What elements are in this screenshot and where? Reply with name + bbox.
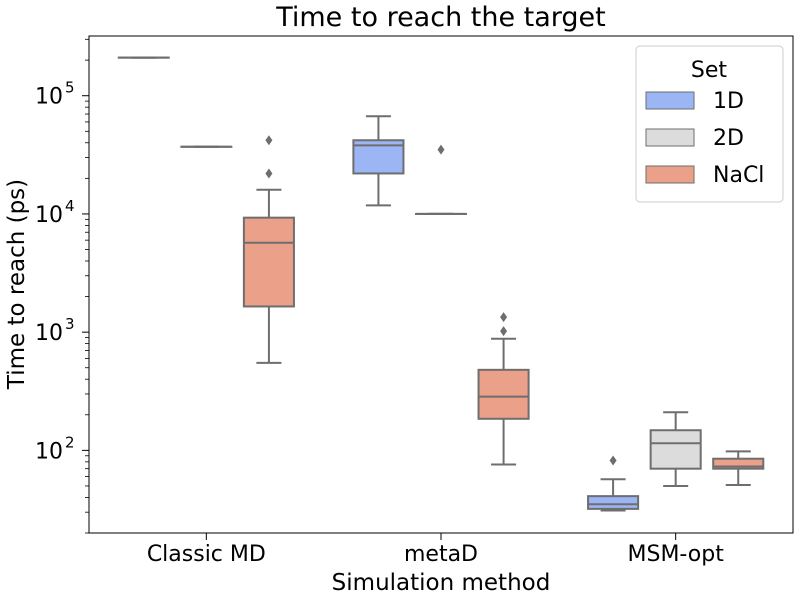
y-tick-label-exponent: 2 — [65, 433, 75, 451]
x-tick-label: metaD — [404, 542, 478, 567]
legend-label-nacl: NaCl — [713, 163, 764, 188]
legend-swatch-nacl — [645, 165, 695, 184]
x-axis: Classic MD metaD MSM-opt — [147, 533, 724, 567]
y-tick-label: 10 — [35, 203, 63, 228]
y-tick-label: 10 — [35, 321, 63, 346]
box-flier-point — [609, 455, 617, 466]
box-2d — [649, 429, 702, 470]
x-tick-label: Classic MD — [147, 542, 266, 567]
box-nacl — [477, 368, 530, 420]
legend-swatch-2d — [645, 128, 695, 147]
box-flier-point — [265, 135, 273, 146]
box-flier-point — [500, 326, 508, 337]
box-1d — [587, 495, 640, 510]
box-flier-point — [437, 144, 445, 155]
y-tick-label: 10 — [35, 439, 63, 464]
legend-frame — [635, 45, 784, 203]
chart-title: Time to reach the target — [275, 2, 606, 33]
box-nacl — [712, 457, 765, 470]
box-nacl — [242, 216, 295, 308]
legend-swatch-1d — [645, 91, 695, 110]
y-tick-label: 10 — [35, 85, 63, 110]
y-tick-label-exponent: 5 — [65, 79, 75, 97]
x-axis-label: Simulation method — [332, 570, 551, 596]
box-flier-point — [500, 312, 508, 323]
x-tick-label: MSM-opt — [628, 542, 725, 567]
y-tick-label-exponent: 3 — [65, 315, 75, 333]
plot-area — [117, 56, 765, 512]
legend-title: Set — [691, 58, 728, 83]
box-flier-point — [265, 168, 273, 179]
y-tick-label-exponent: 4 — [65, 197, 75, 215]
legend-label-1d: 1D — [713, 89, 744, 114]
legend-label-2d: 2D — [713, 126, 744, 151]
legend: Set 1D 2D NaCl — [635, 45, 784, 203]
y-axis-label: Time to reach (ps) — [4, 179, 30, 390]
